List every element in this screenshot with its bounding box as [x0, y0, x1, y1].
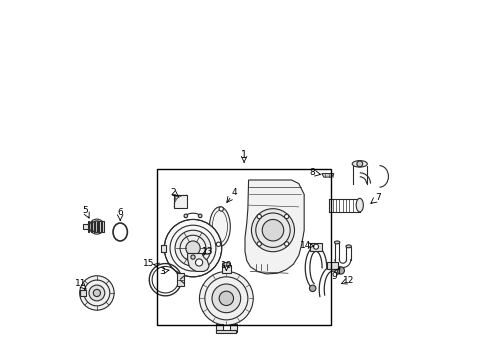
Text: 5: 5 — [82, 206, 88, 215]
Circle shape — [184, 214, 188, 218]
Text: 1: 1 — [241, 150, 247, 160]
Text: 12: 12 — [343, 276, 355, 285]
Text: 13: 13 — [201, 247, 213, 256]
Circle shape — [175, 230, 211, 266]
Bar — [327, 262, 338, 269]
Bar — [222, 265, 231, 273]
Bar — [97, 221, 98, 232]
Bar — [177, 273, 184, 286]
Polygon shape — [245, 180, 304, 274]
Ellipse shape — [346, 245, 351, 248]
Circle shape — [285, 242, 289, 246]
Bar — [94, 221, 95, 232]
Bar — [80, 290, 86, 296]
Circle shape — [191, 255, 195, 259]
Ellipse shape — [210, 207, 230, 246]
Circle shape — [219, 291, 234, 306]
Circle shape — [199, 271, 253, 325]
Ellipse shape — [356, 198, 364, 212]
Circle shape — [89, 285, 105, 301]
Bar — [99, 221, 101, 232]
Circle shape — [219, 207, 223, 211]
Circle shape — [262, 220, 284, 241]
Bar — [216, 330, 236, 333]
Text: 3: 3 — [159, 267, 165, 276]
Circle shape — [314, 244, 318, 249]
Ellipse shape — [335, 241, 340, 244]
Circle shape — [91, 221, 102, 232]
Text: 7: 7 — [375, 193, 381, 202]
Bar — [88, 221, 89, 232]
Circle shape — [217, 242, 221, 247]
Bar — [174, 195, 187, 208]
Bar — [230, 324, 237, 332]
Circle shape — [186, 241, 200, 255]
Circle shape — [357, 161, 363, 167]
Ellipse shape — [352, 161, 368, 167]
Polygon shape — [322, 174, 334, 177]
Circle shape — [285, 214, 289, 219]
Circle shape — [164, 220, 221, 277]
Ellipse shape — [222, 262, 230, 266]
Text: 2: 2 — [171, 188, 176, 197]
Text: 8: 8 — [310, 168, 315, 177]
Circle shape — [196, 259, 203, 266]
Circle shape — [257, 214, 262, 219]
Bar — [102, 221, 104, 232]
Circle shape — [80, 276, 114, 310]
Circle shape — [93, 289, 100, 297]
Text: 11: 11 — [75, 279, 87, 288]
Text: 10: 10 — [220, 261, 232, 270]
Bar — [82, 225, 88, 229]
Circle shape — [198, 214, 202, 218]
Text: 15: 15 — [143, 259, 155, 268]
Polygon shape — [188, 253, 209, 271]
Circle shape — [251, 209, 294, 252]
Text: 14: 14 — [300, 241, 312, 250]
Bar — [91, 221, 92, 232]
Bar — [161, 244, 166, 252]
Bar — [216, 324, 223, 332]
Circle shape — [257, 242, 262, 246]
Circle shape — [337, 267, 344, 274]
Text: 6: 6 — [117, 208, 123, 217]
Ellipse shape — [89, 219, 104, 234]
Circle shape — [212, 284, 241, 313]
Circle shape — [310, 285, 316, 292]
Bar — [157, 169, 331, 325]
Bar — [310, 243, 322, 251]
Text: 4: 4 — [231, 188, 237, 197]
Text: 9: 9 — [332, 271, 338, 280]
